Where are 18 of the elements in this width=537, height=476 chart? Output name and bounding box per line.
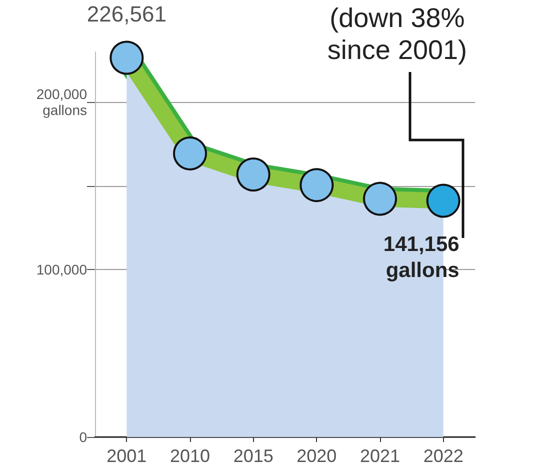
data-label: 141,156 gallons — [383, 233, 460, 282]
x-tick-label: 2015 — [233, 446, 274, 466]
point — [110, 40, 144, 75]
x-tick-label: 2022 — [423, 446, 464, 466]
x-tick-label: 2020 — [296, 446, 337, 466]
x-tick-label: 2001 — [106, 446, 147, 466]
point — [173, 136, 207, 170]
x-tick-label: 2021 — [360, 446, 400, 466]
y-tick-label: 0 — [79, 429, 88, 445]
y-tick-label: 100,000 — [36, 262, 88, 278]
data-label: 226,561 — [86, 1, 166, 26]
point — [426, 184, 460, 218]
y-tick-label: 200,000 gallons — [36, 86, 88, 118]
point — [236, 158, 270, 192]
point — [363, 182, 397, 216]
x-tick-label: 2010 — [170, 446, 210, 466]
point — [300, 168, 334, 202]
annotation: (down 38% since 2001) — [327, 3, 468, 65]
